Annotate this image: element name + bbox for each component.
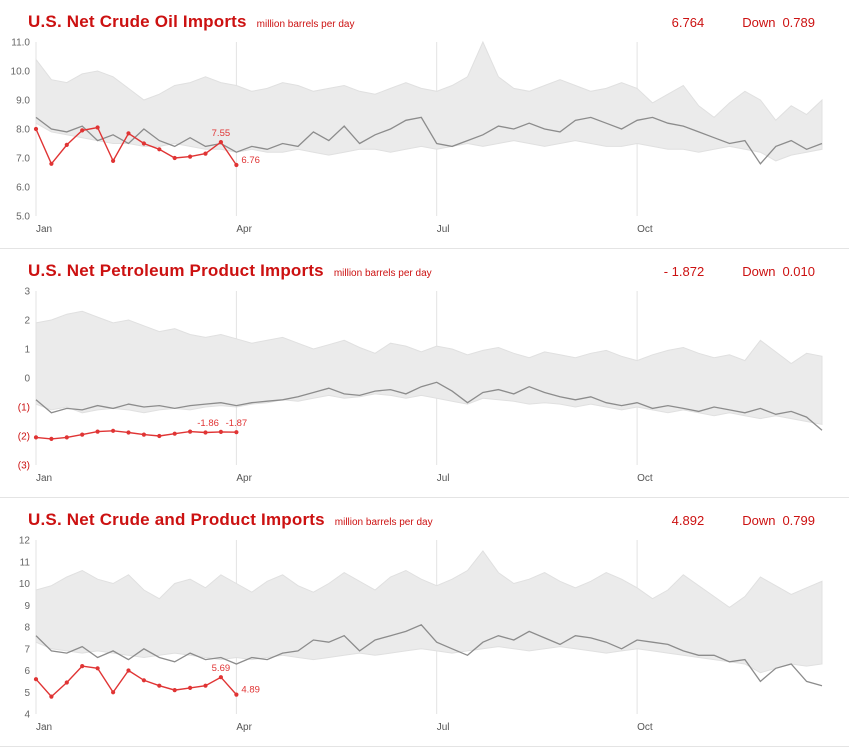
svg-text:11.0: 11.0	[11, 38, 30, 49]
crude-and-product-imports-header: U.S. Net Crude and Product Imports milli…	[0, 506, 849, 532]
change-amount: 0.789	[782, 15, 815, 30]
change-indicator: Down 0.789	[742, 15, 815, 30]
change-direction: Down	[742, 15, 776, 30]
chart-units-label: million barrels per day	[334, 517, 433, 528]
change-amount: 0.799	[782, 513, 815, 528]
svg-text:(2): (2)	[18, 432, 30, 443]
svg-text:5.69: 5.69	[212, 663, 231, 674]
crude-and-product-imports-section: U.S. Net Crude and Product Imports milli…	[0, 498, 849, 747]
svg-text:12: 12	[19, 536, 31, 547]
chart-title: U.S. Net Petroleum Product Imports	[28, 261, 324, 280]
svg-text:6.0: 6.0	[16, 183, 30, 194]
chart-title-group: U.S. Net Crude Oil Imports million barre…	[28, 12, 355, 32]
svg-text:Apr: Apr	[236, 473, 252, 484]
chart-title: U.S. Net Crude and Product Imports	[28, 510, 325, 529]
svg-text:4: 4	[24, 710, 30, 721]
petroleum-product-imports-section: U.S. Net Petroleum Product Imports milli…	[0, 249, 849, 498]
change-direction: Down	[742, 264, 776, 279]
svg-text:8.0: 8.0	[16, 125, 30, 136]
svg-text:5.0: 5.0	[16, 212, 30, 223]
chart-units-label: million barrels per day	[256, 19, 355, 30]
change-direction: Down	[742, 513, 776, 528]
crude-oil-imports-chart: Jan Apr Jul Oct 5.0 6.0 7.0 8.0 9.0 10.0 11.0 7.55 6…	[0, 34, 849, 238]
svg-text:Jul: Jul	[437, 224, 450, 235]
svg-text:11: 11	[20, 557, 31, 568]
chart-units-label: million barrels per day	[333, 268, 432, 279]
svg-text:5: 5	[24, 688, 30, 699]
svg-text:3: 3	[24, 287, 30, 298]
svg-text:Apr: Apr	[236, 224, 252, 235]
petroleum-product-imports-header: U.S. Net Petroleum Product Imports milli…	[0, 257, 849, 283]
chart-title: U.S. Net Crude Oil Imports	[28, 12, 247, 31]
svg-text:(1): (1)	[18, 403, 30, 414]
crude-and-product-imports-chart: Jan Apr Jul Oct 4 5 6 7 8 9 10 11 12 5.69 4.89	[0, 532, 849, 736]
svg-text:Oct: Oct	[637, 473, 653, 484]
svg-text:1: 1	[24, 345, 30, 356]
crude-oil-imports-header: U.S. Net Crude Oil Imports million barre…	[0, 8, 849, 34]
svg-text:8: 8	[24, 623, 30, 634]
change-indicator: Down 0.010	[742, 264, 815, 279]
svg-text:10: 10	[19, 579, 31, 590]
svg-text:Jul: Jul	[437, 722, 450, 733]
svg-text:-1.86: -1.86	[197, 418, 219, 429]
crude-oil-imports-section: U.S. Net Crude Oil Imports million barre…	[0, 0, 849, 249]
chart-title-group: U.S. Net Petroleum Product Imports milli…	[28, 261, 432, 281]
chart-metrics: - 1.872 Down 0.010	[664, 264, 815, 279]
chart-metrics: 6.764 Down 0.789	[672, 15, 815, 30]
change-indicator: Down 0.799	[742, 513, 815, 528]
current-value: - 1.872	[663, 264, 705, 279]
svg-text:Oct: Oct	[637, 722, 653, 733]
svg-text:7.0: 7.0	[16, 154, 30, 165]
petroleum-product-imports-chart: Jan Apr Jul Oct (3) (2) (1) 0 1 2 3 -1.86 -1.87	[0, 283, 849, 487]
svg-text:2: 2	[24, 316, 30, 327]
svg-text:9: 9	[24, 601, 30, 612]
chart-title-group: U.S. Net Crude and Product Imports milli…	[28, 510, 433, 530]
current-value: 6.764	[671, 15, 705, 30]
chart-metrics: 4.892 Down 0.799	[672, 513, 815, 528]
change-amount: 0.010	[782, 264, 815, 279]
svg-text:Jan: Jan	[36, 473, 52, 484]
svg-text:Jan: Jan	[36, 224, 52, 235]
current-value: 4.892	[671, 513, 705, 528]
svg-text:0: 0	[24, 374, 30, 385]
svg-text:7.55: 7.55	[212, 128, 231, 139]
svg-text:Apr: Apr	[236, 722, 252, 733]
svg-text:Oct: Oct	[637, 224, 653, 235]
svg-text:7: 7	[24, 644, 30, 655]
svg-text:9.0: 9.0	[16, 96, 30, 107]
svg-text:(3): (3)	[18, 461, 30, 472]
svg-text:4.89: 4.89	[241, 685, 260, 696]
svg-text:6.76: 6.76	[241, 155, 260, 166]
svg-text:Jan: Jan	[36, 722, 52, 733]
svg-text:Jul: Jul	[437, 473, 450, 484]
svg-text:6: 6	[24, 666, 30, 677]
svg-text:-1.87: -1.87	[226, 418, 248, 429]
svg-text:10.0: 10.0	[11, 67, 31, 78]
